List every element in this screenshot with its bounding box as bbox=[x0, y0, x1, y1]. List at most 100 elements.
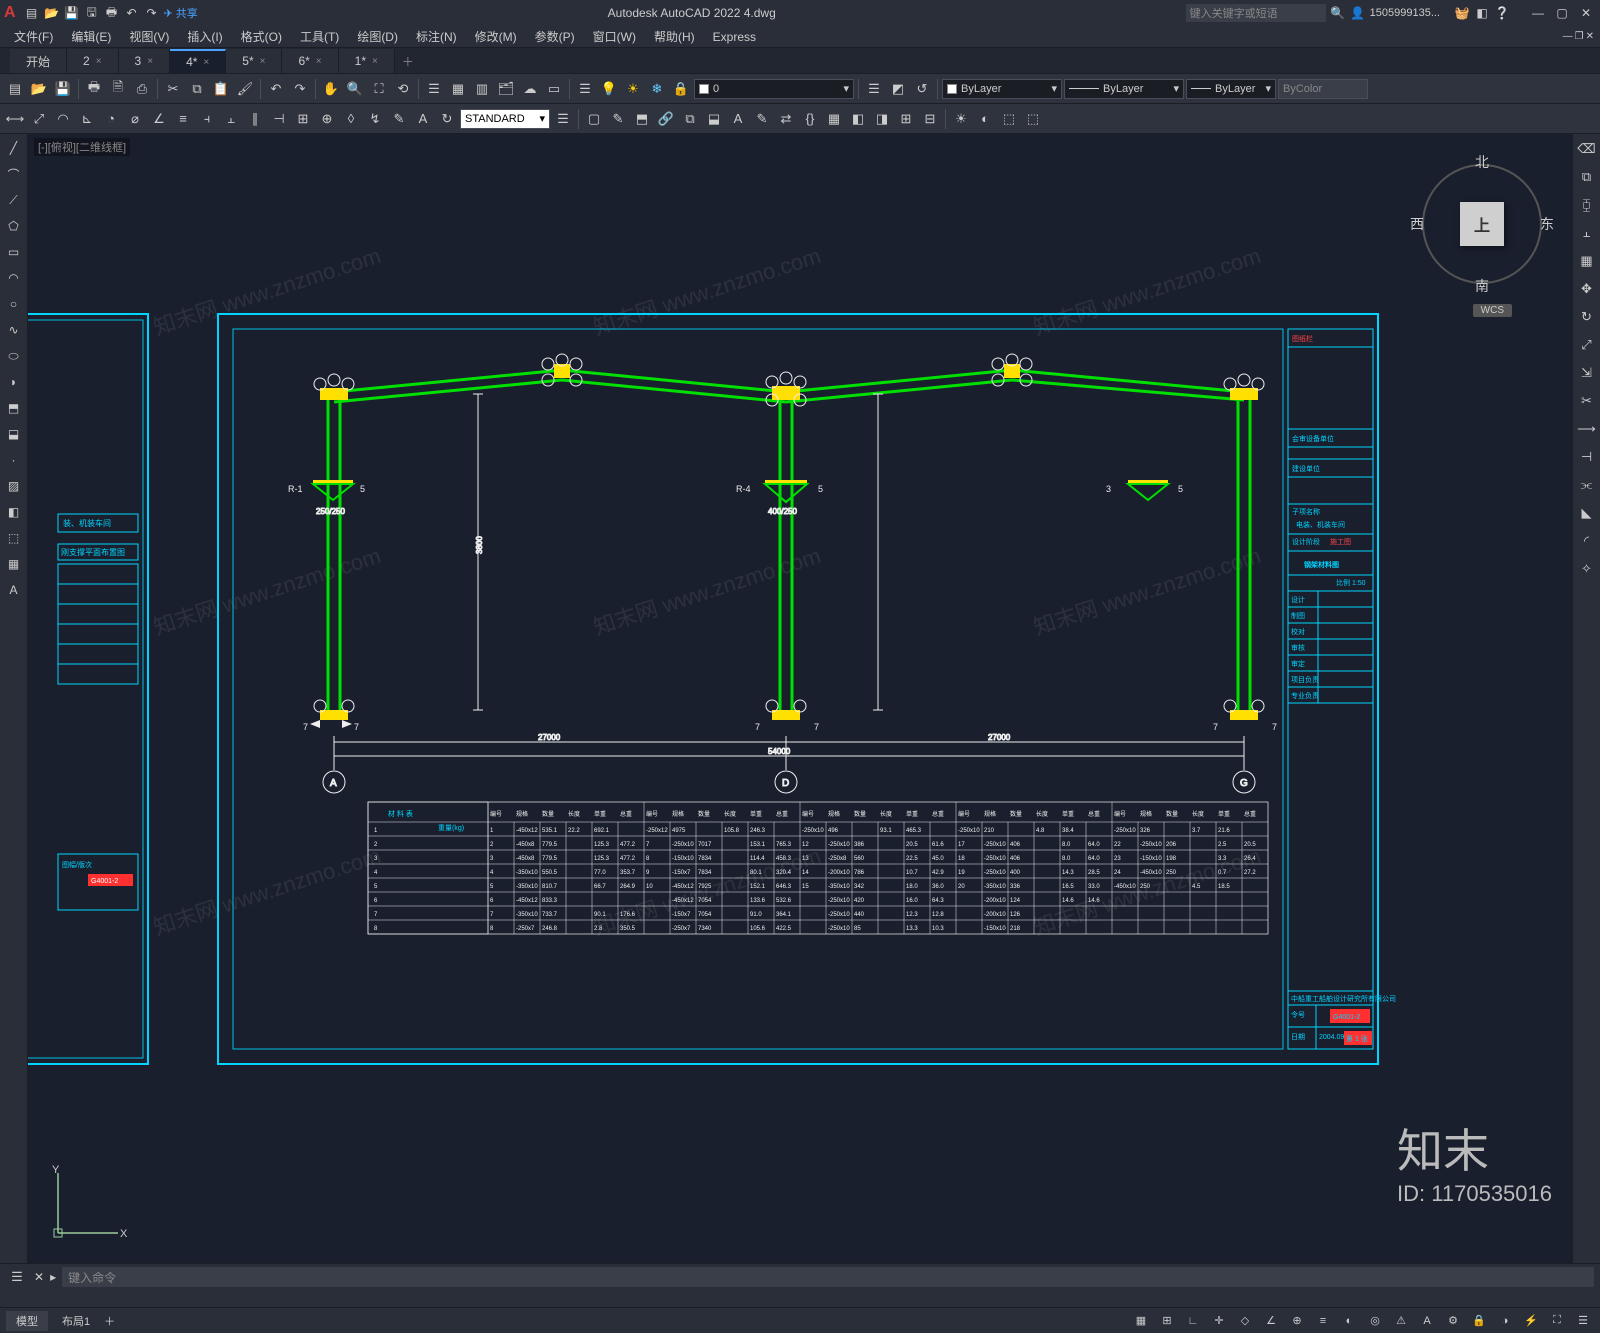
view-cube[interactable]: 上 北 南 东 西 bbox=[1412, 154, 1552, 294]
workspace-icon[interactable]: ⚙ bbox=[1442, 1311, 1464, 1331]
extend-icon[interactable]: ⟶ bbox=[1576, 418, 1598, 440]
break-icon[interactable]: ⊣ bbox=[1576, 446, 1598, 468]
more1-icon[interactable]: ◧ bbox=[847, 108, 869, 130]
layer-tools-icon[interactable]: ☰ bbox=[863, 78, 885, 100]
tab-layout1[interactable]: 布局1 bbox=[52, 1311, 100, 1331]
doc-close-button[interactable]: ✕ bbox=[1586, 31, 1594, 42]
close-icon[interactable]: × bbox=[96, 56, 102, 67]
dim-edit-icon[interactable]: ✎ bbox=[388, 108, 410, 130]
view-cube-west[interactable]: 西 bbox=[1410, 214, 1424, 234]
tab-doc[interactable]: 5*× bbox=[226, 49, 282, 73]
dim-tolerance-icon[interactable]: ⊞ bbox=[292, 108, 314, 130]
dim-jog-icon[interactable]: ↯ bbox=[364, 108, 386, 130]
publish-icon[interactable]: ⎙ bbox=[131, 78, 153, 100]
xline-icon[interactable]: ⟋ bbox=[4, 190, 24, 210]
close-button[interactable]: ✕ bbox=[1576, 5, 1596, 21]
pan-icon[interactable]: ✋ bbox=[320, 78, 342, 100]
tab-doc[interactable]: 3× bbox=[119, 49, 171, 73]
view-cube-east[interactable]: 东 bbox=[1540, 214, 1554, 234]
hatch-icon[interactable]: ▨ bbox=[4, 476, 24, 496]
qat-saveas-icon[interactable]: 🖫 bbox=[84, 5, 100, 21]
qat-open-icon[interactable]: 📂 bbox=[44, 5, 60, 21]
drawing-canvas[interactable]: [-][俯视][二维线框] 知末网 www.znzmo.com 知末网 www.… bbox=[28, 134, 1572, 1263]
point-icon[interactable]: · bbox=[4, 450, 24, 470]
insert-block-icon[interactable]: ⬒ bbox=[4, 398, 24, 418]
render-icon[interactable]: ☀ bbox=[950, 108, 972, 130]
isolate-icon[interactable]: ◑ bbox=[1494, 1311, 1516, 1331]
command-input[interactable]: 键入命令 bbox=[62, 1267, 1594, 1287]
field-icon[interactable]: {} bbox=[799, 108, 821, 130]
menu-format[interactable]: 格式(O) bbox=[233, 28, 290, 45]
tab-start[interactable]: 开始 bbox=[10, 49, 67, 73]
hamburger-icon[interactable]: ☰ bbox=[6, 1266, 28, 1288]
move-icon[interactable]: ✥ bbox=[1576, 278, 1598, 300]
annomonitor-icon[interactable]: ⚠ bbox=[1390, 1311, 1412, 1331]
wblock-icon[interactable]: ⬓ bbox=[703, 108, 725, 130]
tab-doc[interactable]: 1*× bbox=[339, 49, 395, 73]
dim-diameter-icon[interactable]: ⌀ bbox=[124, 108, 146, 130]
layer-iso-icon[interactable]: ◩ bbox=[887, 78, 909, 100]
spline-icon[interactable]: ∿ bbox=[4, 320, 24, 340]
attdef-icon[interactable]: A bbox=[727, 108, 749, 130]
fillet-icon[interactable]: ◜ bbox=[1576, 530, 1598, 552]
a360-icon[interactable]: ◧ bbox=[1474, 5, 1490, 21]
layer-dropdown[interactable]: 0 ▾ bbox=[694, 79, 854, 99]
menu-insert[interactable]: 插入(I) bbox=[179, 28, 230, 45]
preview-icon[interactable]: 🗎 bbox=[107, 78, 129, 100]
scale-icon[interactable]: ⤢ bbox=[1576, 334, 1598, 356]
sync-icon[interactable]: ⇄ bbox=[775, 108, 797, 130]
line-icon[interactable]: ╱ bbox=[4, 138, 24, 158]
zoom-icon[interactable]: 🔍 bbox=[344, 78, 366, 100]
add-layout-icon[interactable]: ＋ bbox=[104, 1313, 115, 1329]
menu-help[interactable]: 帮助(H) bbox=[646, 28, 703, 45]
menu-edit[interactable]: 编辑(E) bbox=[63, 28, 119, 45]
redo-icon[interactable]: ↷ bbox=[289, 78, 311, 100]
pline-icon[interactable]: ⌒ bbox=[4, 164, 24, 184]
tab-doc[interactable]: 6*× bbox=[282, 49, 338, 73]
dim-ordinate-icon[interactable]: ⊾ bbox=[76, 108, 98, 130]
lock-ui-icon[interactable]: 🔒 bbox=[1468, 1311, 1490, 1331]
wcs-badge[interactable]: WCS bbox=[1473, 304, 1512, 317]
dim-tedit-icon[interactable]: A bbox=[412, 108, 434, 130]
ellipse-icon[interactable]: ⬭ bbox=[4, 346, 24, 366]
attedit-icon[interactable]: ✎ bbox=[751, 108, 773, 130]
dim-angular-icon[interactable]: ∠ bbox=[148, 108, 170, 130]
cut-icon[interactable]: ✂ bbox=[162, 78, 184, 100]
insert-icon[interactable]: ⬒ bbox=[631, 108, 653, 130]
calc-icon[interactable]: ▭ bbox=[543, 78, 565, 100]
customize-icon[interactable]: ☰ bbox=[1572, 1311, 1594, 1331]
osnap-icon[interactable]: ◇ bbox=[1234, 1311, 1256, 1331]
polygon-icon[interactable]: ⬠ bbox=[4, 216, 24, 236]
close-icon[interactable]: ✕ bbox=[34, 1270, 44, 1284]
arc-icon[interactable]: ◠ bbox=[4, 268, 24, 288]
dim-baseline-icon[interactable]: ⫞ bbox=[196, 108, 218, 130]
dim-arc-icon[interactable]: ◠ bbox=[52, 108, 74, 130]
dim-update-icon[interactable]: ↻ bbox=[436, 108, 458, 130]
open-icon[interactable]: 📂 bbox=[28, 78, 50, 100]
erase-icon[interactable]: ⌫ bbox=[1576, 138, 1598, 160]
rotate-icon[interactable]: ↻ bbox=[1576, 306, 1598, 328]
layer-mgr-icon[interactable]: ☰ bbox=[574, 78, 596, 100]
misc1-icon[interactable]: ⬚ bbox=[998, 108, 1020, 130]
dim-continue-icon[interactable]: ⫠ bbox=[220, 108, 242, 130]
explode-icon[interactable]: ✧ bbox=[1576, 558, 1598, 580]
qat-undo-icon[interactable]: ↶ bbox=[124, 5, 140, 21]
paste-icon[interactable]: 📋 bbox=[210, 78, 232, 100]
view-cube-face[interactable]: 上 bbox=[1460, 202, 1504, 246]
table-icon[interactable]: ▦ bbox=[4, 554, 24, 574]
qat-plot-icon[interactable]: 🖶 bbox=[104, 5, 120, 21]
more3-icon[interactable]: ⊞ bbox=[895, 108, 917, 130]
tab-model[interactable]: 模型 bbox=[6, 1311, 48, 1331]
attach-icon[interactable]: 🔗 bbox=[655, 108, 677, 130]
qat-new-icon[interactable]: ▤ bbox=[24, 5, 40, 21]
circle-icon[interactable]: ○ bbox=[4, 294, 24, 314]
polar-icon[interactable]: ✛ bbox=[1208, 1311, 1230, 1331]
print-icon[interactable]: 🖶 bbox=[83, 78, 105, 100]
xref-icon[interactable]: ⧉ bbox=[679, 108, 701, 130]
menu-view[interactable]: 视图(V) bbox=[121, 28, 177, 45]
close-icon[interactable]: × bbox=[203, 57, 209, 68]
help-search-input[interactable]: 键入关键字或短语 bbox=[1186, 4, 1326, 22]
view-cube-north[interactable]: 北 bbox=[1475, 152, 1489, 172]
match-icon[interactable]: 🖌 bbox=[234, 78, 256, 100]
search-icon[interactable]: 🔍 bbox=[1330, 5, 1346, 21]
